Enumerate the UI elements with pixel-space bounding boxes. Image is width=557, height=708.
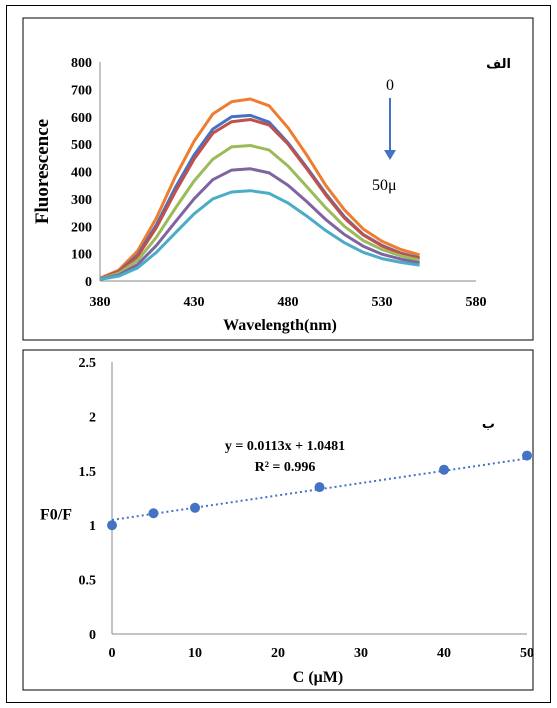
spectrum-line-4 (99, 144, 420, 281)
x-tick-label: 30 (354, 646, 368, 661)
end-concentration-label: 50μ (372, 177, 397, 194)
panel-a-label: الف (486, 57, 511, 72)
y-tick-label: 300 (71, 193, 92, 208)
y-tick-label: 100 (71, 248, 92, 263)
data-point (439, 464, 449, 475)
y-tick-label: 400 (71, 166, 92, 181)
y-tick-label: 1.5 (79, 465, 97, 480)
data-point (522, 450, 532, 461)
y-axis-title: Fluorescence (32, 119, 53, 224)
x-tick-label: 580 (466, 295, 487, 310)
x-axis-title: C (μM) (293, 669, 343, 686)
x-tick-label: 20 (271, 646, 285, 661)
panel-b-label: ب (482, 417, 495, 432)
spectrum-line-6 (99, 189, 420, 281)
panel-a-frame (22, 17, 534, 341)
y-tick-label: 800 (71, 56, 92, 71)
panel-b-frame (22, 349, 534, 691)
y-tick-label: 2 (89, 410, 96, 425)
trendline-equation: y = 0.0113x + 1.0481 (225, 439, 345, 454)
y-tick-label: 0.5 (79, 574, 97, 589)
x-tick-label: 480 (278, 295, 299, 310)
data-point (148, 508, 159, 519)
r-squared-label: R² = 0.996 (255, 460, 316, 475)
y-tick-label: 0 (89, 628, 96, 643)
y-tick-label: 1 (89, 519, 96, 534)
y-tick-label: 600 (71, 111, 92, 126)
x-tick-label: 40 (437, 646, 451, 661)
concentration-arrow-head (384, 150, 396, 160)
y-tick-label: 0 (85, 275, 92, 290)
data-point (190, 502, 200, 513)
y-tick-label: 500 (71, 138, 92, 153)
y-tick-label: 2.5 (79, 356, 97, 371)
x-tick-label: 10 (188, 646, 202, 661)
x-tick-label: 380 (90, 295, 111, 310)
data-point (107, 520, 117, 531)
spectrum-line-5 (99, 167, 420, 281)
x-tick-label: 50 (520, 646, 534, 661)
start-concentration-label: 0 (386, 77, 394, 94)
spectrum-line-3 (99, 118, 420, 280)
y-tick-label: 200 (71, 220, 92, 235)
x-tick-label: 0 (109, 646, 116, 661)
x-tick-label: 530 (372, 295, 393, 310)
y-axis-title: F0/F (40, 506, 72, 523)
fluorescence-chart: الف 0 50μ Fluorescence Wavelength(nm) 0 1… (32, 56, 511, 334)
x-tick-label: 430 (184, 295, 205, 310)
spectrum-line-1 (99, 97, 421, 280)
y-tick-label: 700 (71, 83, 92, 98)
stern-volmer-chart: ب y = 0.0113x + 1.0481 R² = 0.996 F0/F C… (40, 356, 534, 686)
figure-frame (6, 5, 551, 703)
data-point (314, 482, 325, 493)
x-axis-title: Wavelength(nm) (223, 317, 337, 334)
